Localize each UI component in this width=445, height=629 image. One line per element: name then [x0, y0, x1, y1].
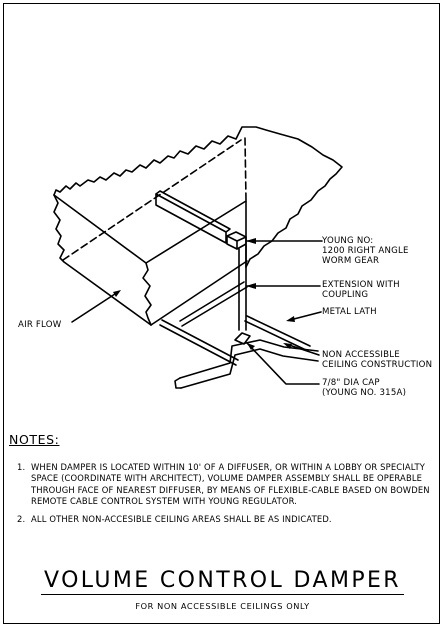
- damper-blade: [155, 193, 227, 244]
- ceiling-callout: NON ACCESSIBLE CEILING CONSTRUCTION: [322, 350, 433, 370]
- note-number: 2.: [17, 514, 26, 525]
- note-item: 2. ALL OTHER NON-ACCESIBLE CEILING AREAS…: [17, 514, 437, 525]
- notes-heading: NOTES:: [9, 432, 60, 447]
- detail-title-text: VOLUME CONTROL DAMPER: [41, 568, 404, 595]
- worm-gear-callout: YOUNG NO: 1200 RIGHT ANGLE WORM GEAR: [322, 236, 409, 266]
- worm-gear-box: [226, 231, 247, 250]
- duct-left-face: [53, 194, 152, 326]
- duct-front-face: [142, 262, 152, 326]
- duct-underside: [150, 260, 248, 326]
- metal-lath-callout: METAL LATH: [322, 307, 377, 317]
- duct-front-edge: [53, 194, 147, 264]
- cap-callout: 7/8" DIA CAP (YOUNG No. 315A): [322, 378, 407, 398]
- note-item: 1. WHEN DAMPER IS LOCATED WITHIN 10' OF …: [17, 462, 437, 507]
- damper-isometric-drawing: [53, 126, 343, 389]
- note-text: ALL OTHER NON-ACCESIBLE CEILING AREAS SH…: [31, 514, 332, 525]
- detail-subtitle: FOR NON ACCESSIBLE CEILINGS ONLY: [135, 601, 310, 611]
- metal-lath: [159, 319, 239, 366]
- note-text: WHEN DAMPER IS LOCATED WITHIN 10' OF A D…: [31, 462, 430, 506]
- duct-side-edge: [145, 200, 247, 264]
- duct-top-face: [53, 126, 343, 268]
- sheet-border: [3, 3, 440, 624]
- notes-list: 1. WHEN DAMPER IS LOCATED WITHIN 10' OF …: [17, 462, 437, 532]
- extension-callout: EXTENSION WITH COUPLING: [322, 280, 400, 300]
- note-number: 1.: [17, 462, 26, 472]
- detail-title: VOLUME CONTROL DAMPER: [0, 568, 445, 595]
- air-flow-label: AIR FLOW: [18, 320, 62, 330]
